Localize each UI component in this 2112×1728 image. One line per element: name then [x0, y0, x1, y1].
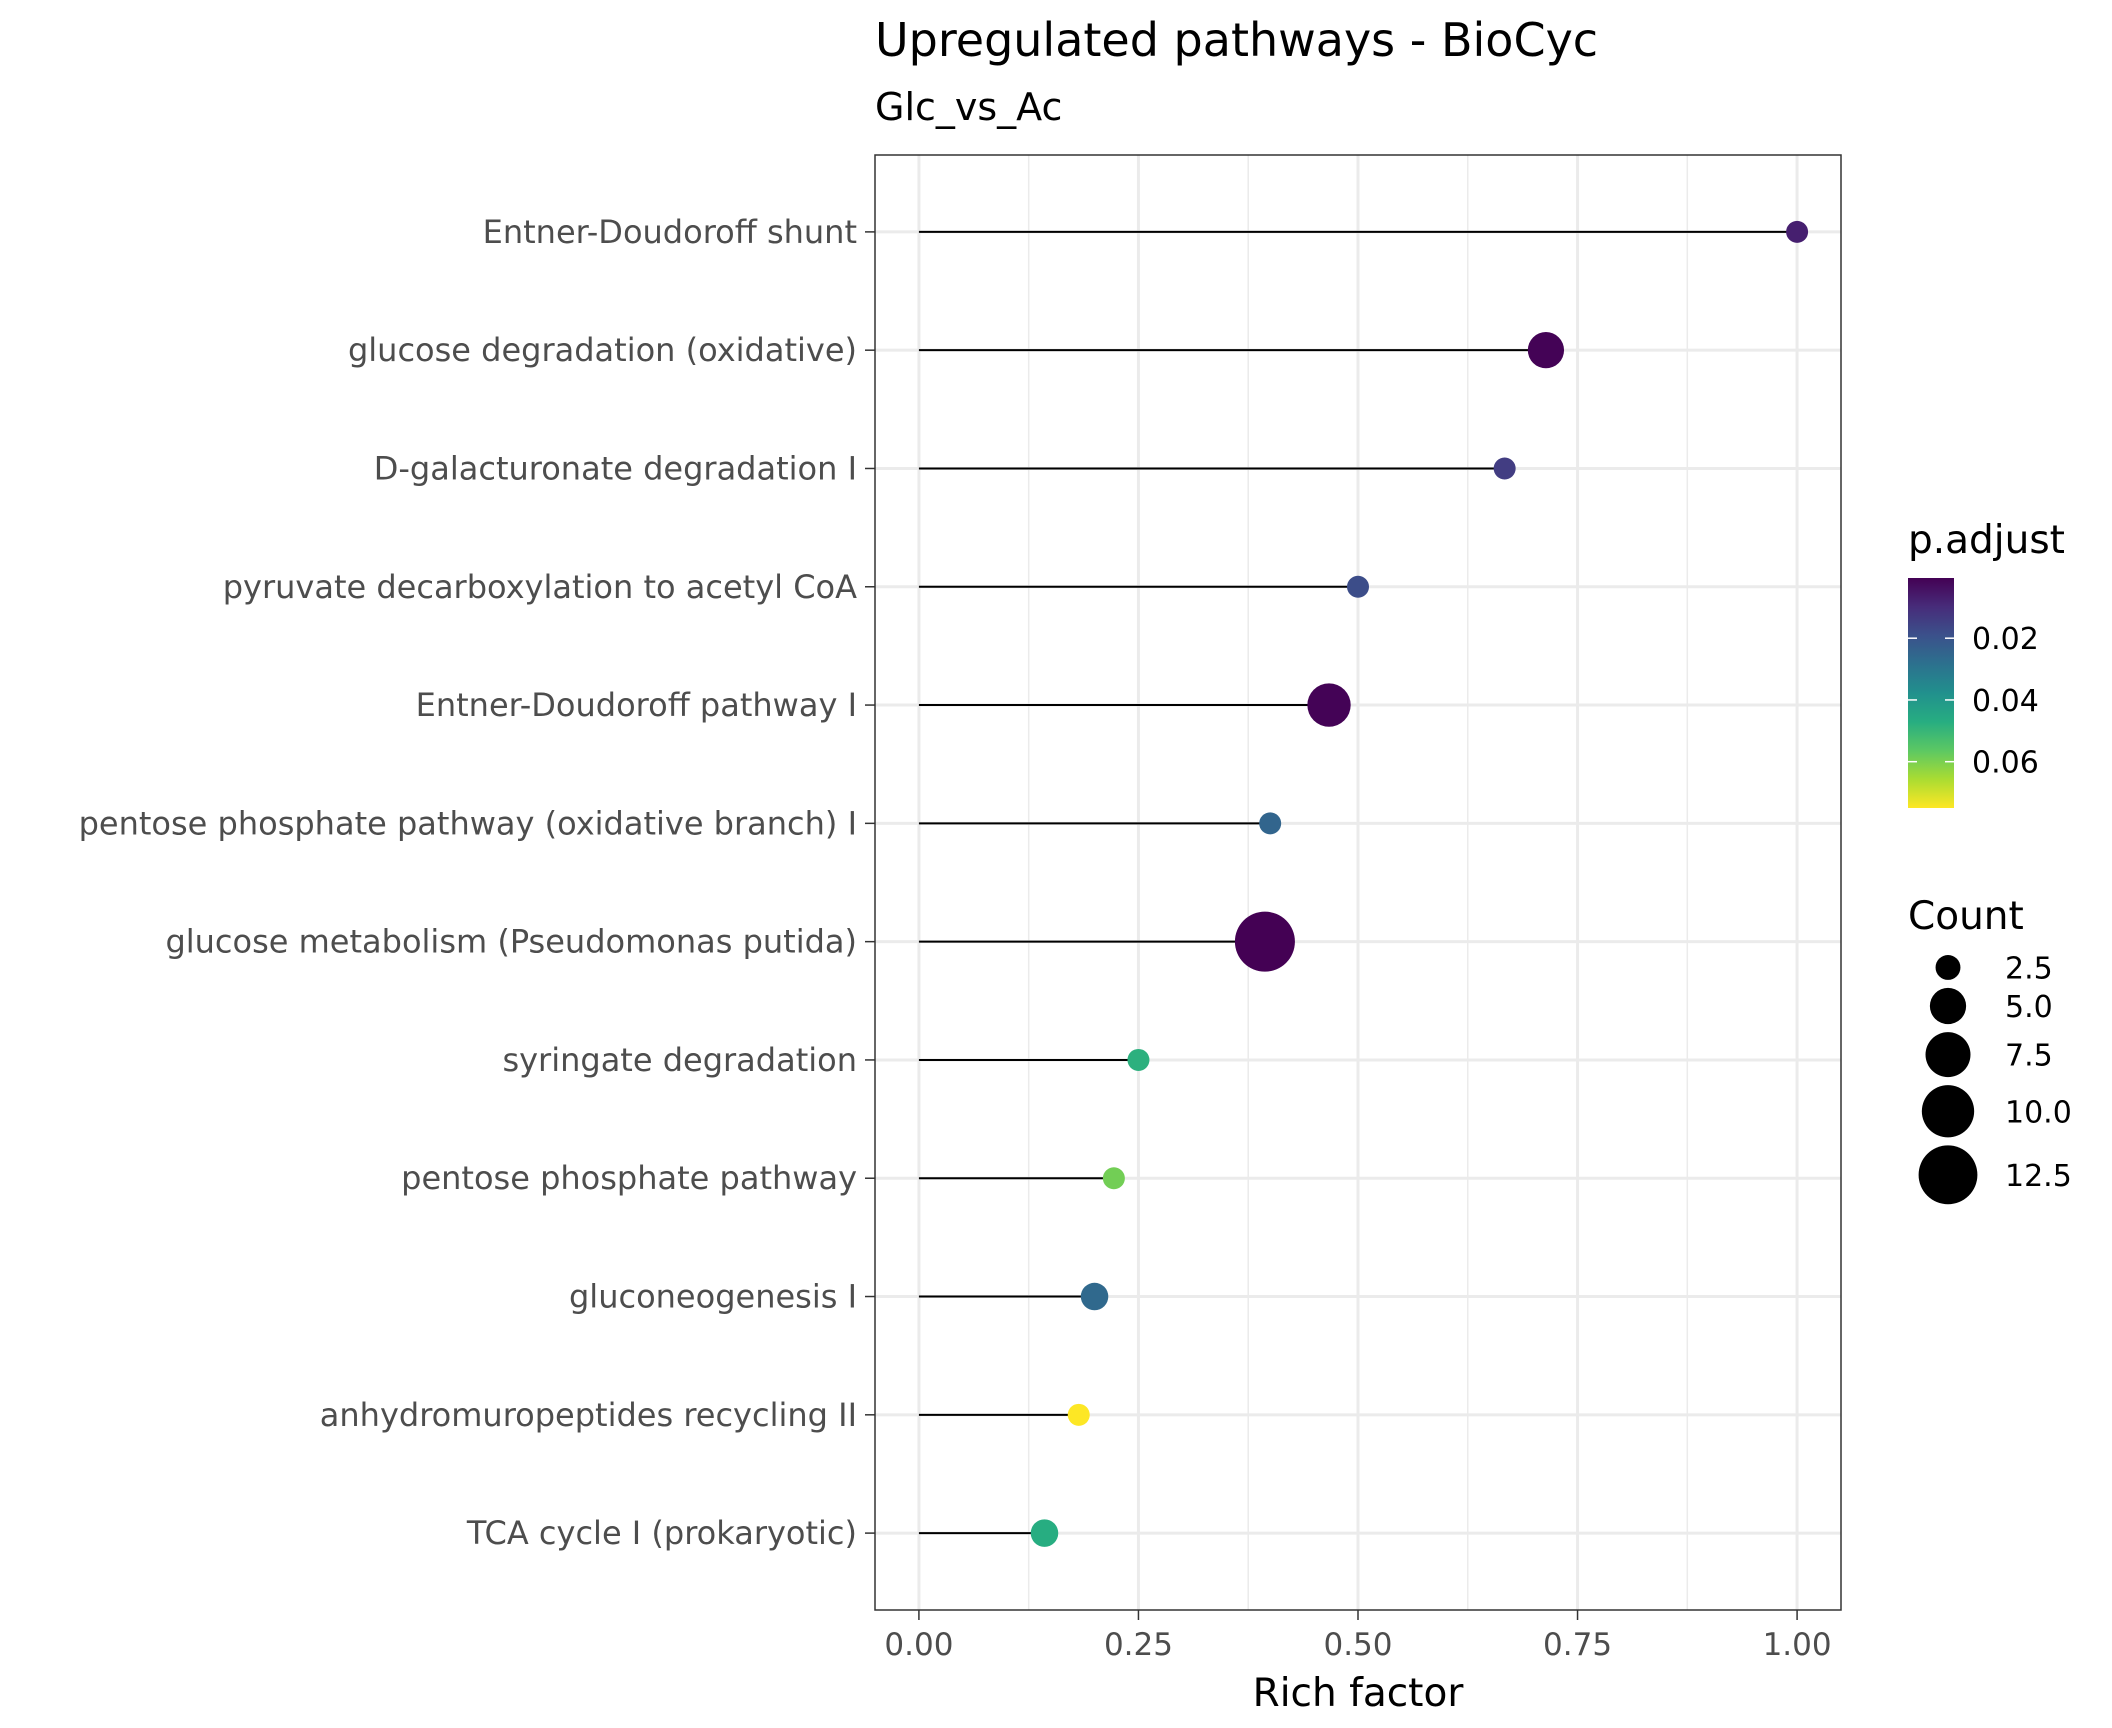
- lollipop-point: [1259, 812, 1282, 835]
- lollipop-point: [1080, 1282, 1109, 1311]
- y-category-label: anhydromuropeptides recycling II: [320, 1396, 857, 1434]
- lollipop-point: [1786, 220, 1809, 243]
- size-legend-label: 7.5: [2005, 1039, 2053, 1074]
- color-legend-title: p.adjust: [1908, 518, 2065, 563]
- lollipop-point: [1347, 575, 1369, 598]
- lollipop-point: [1307, 683, 1351, 727]
- x-tick-label: 0.75: [1543, 1627, 1612, 1663]
- size-legend: Count 2.5 5.0 7.5 10.0 12.5: [1908, 894, 2072, 1205]
- lollipop-point: [1493, 457, 1516, 480]
- size-legend-title: Count: [1908, 894, 2024, 939]
- y-category-label: syringate degradation: [502, 1041, 857, 1079]
- y-category-label: Entner-Doudoroff pathway I: [416, 686, 857, 724]
- lollipop-point: [1030, 1519, 1059, 1547]
- size-legend-key: [1918, 1145, 1978, 1205]
- lollipop-stems: [918, 230, 1798, 1535]
- x-tick-label: 0.00: [884, 1627, 953, 1663]
- x-axis-title: Rich factor: [1253, 1671, 1465, 1716]
- size-legend-label: 5.0: [2005, 990, 2053, 1025]
- lollipop-point: [1234, 911, 1295, 972]
- size-legend-label: 12.5: [2005, 1159, 2072, 1194]
- lollipop-point: [1127, 1048, 1150, 1071]
- y-category-label: gluconeogenesis I: [569, 1278, 857, 1316]
- color-legend-label: 0.06: [1972, 746, 2039, 781]
- x-tick-label: 0.25: [1104, 1627, 1173, 1663]
- lollipop-point: [1527, 332, 1565, 369]
- lollipop-points: [1030, 220, 1809, 1547]
- color-legend-label: 0.02: [1972, 622, 2039, 657]
- lollipop-point: [1067, 1403, 1090, 1426]
- size-legend-key: [1925, 1032, 1971, 1078]
- chart-subtitle: Glc_vs_Ac: [875, 85, 1062, 129]
- y-category-label: TCA cycle I (prokaryotic): [466, 1514, 857, 1552]
- y-axis: Entner-Doudoroff shunt glucose degradatio…: [79, 213, 875, 1552]
- color-legend-label: 0.04: [1972, 684, 2039, 719]
- size-legend-key: [1921, 1085, 1975, 1138]
- y-category-label: glucose metabolism (Pseudomonas putida): [165, 923, 857, 961]
- size-legend-label: 10.0: [2005, 1095, 2072, 1130]
- y-category-label: pentose phosphate pathway (oxidative bra…: [79, 804, 857, 842]
- y-category-label: glucose degradation (oxidative): [348, 331, 857, 369]
- size-legend-label: 2.5: [2005, 951, 2053, 986]
- color-legend-bar: [1908, 578, 1954, 808]
- x-axis: 0.00 0.25 0.50 0.75 1.00: [884, 1610, 1832, 1663]
- y-category-label: pentose phosphate pathway: [401, 1159, 857, 1197]
- y-category-label: Entner-Doudoroff shunt: [483, 213, 857, 251]
- color-legend: p.adjust 0.02 0.04 0.06: [1908, 518, 2065, 808]
- size-legend-key: [1929, 987, 1967, 1025]
- x-tick-label: 0.50: [1323, 1627, 1392, 1663]
- x-tick-label: 1.00: [1763, 1627, 1832, 1663]
- y-category-label: pyruvate decarboxylation to acetyl CoA: [223, 568, 857, 606]
- size-legend-key: [1935, 955, 1961, 980]
- y-category-label: D-galacturonate degradation I: [374, 449, 857, 487]
- chart-title: Upregulated pathways - BioCyc: [875, 13, 1598, 67]
- lollipop-point: [1102, 1167, 1125, 1190]
